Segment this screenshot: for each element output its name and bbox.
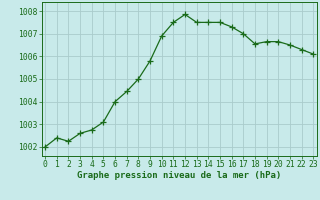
X-axis label: Graphe pression niveau de la mer (hPa): Graphe pression niveau de la mer (hPa) xyxy=(77,171,281,180)
